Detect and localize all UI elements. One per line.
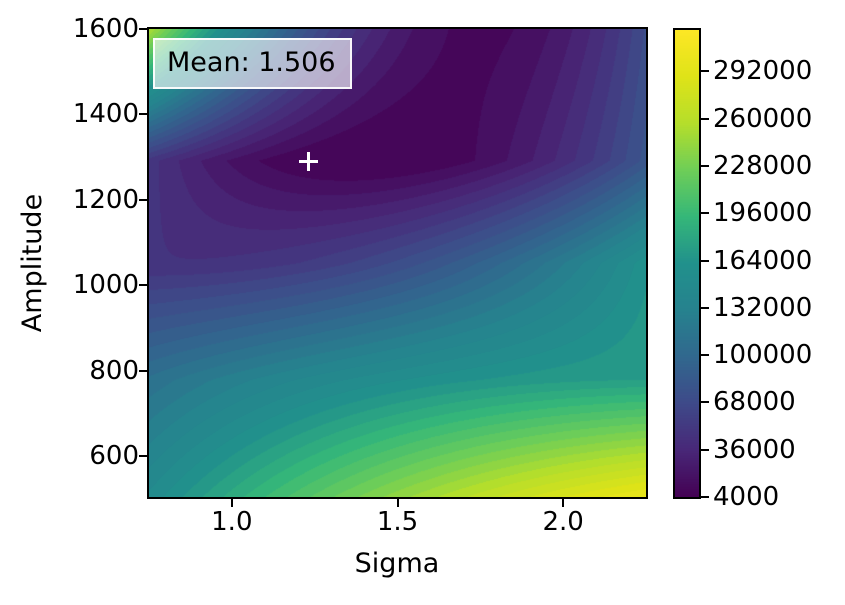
- colorbar-tick: [701, 401, 709, 404]
- colorbar-gradient: [675, 30, 699, 497]
- x-axis-tick-label: 1.0: [211, 507, 253, 537]
- y-axis-tick: [139, 284, 147, 287]
- x-axis-tick: [396, 499, 399, 507]
- y-axis-tick: [139, 369, 147, 372]
- colorbar-tick: [701, 70, 709, 73]
- x-axis-tick: [230, 499, 233, 507]
- colorbar-tick-label: 228000: [713, 150, 813, 181]
- colorbar-tick: [701, 306, 709, 309]
- colorbar-tick-label: 100000: [713, 340, 813, 371]
- colorbar-tick-label: 292000: [713, 56, 813, 87]
- x-axis-label: Sigma: [354, 548, 440, 579]
- colorbar-tick-label: 68000: [713, 387, 796, 418]
- y-axis-tick-label: 1600: [72, 14, 139, 44]
- colorbar-tick: [701, 259, 709, 262]
- colorbar-tick: [701, 448, 709, 451]
- colorbar-tick-label: 132000: [713, 292, 813, 323]
- colorbar-tick-label: 164000: [713, 245, 813, 276]
- annotation-box: Mean: 1.506: [153, 38, 352, 89]
- x-axis-tick: [562, 499, 565, 507]
- x-axis-tick-label: 1.5: [376, 507, 419, 537]
- y-axis-tick-label: 1200: [72, 184, 139, 215]
- colorbar-tick: [701, 354, 709, 357]
- colorbar-tick: [701, 212, 709, 215]
- annotation-text: Mean: 1.506: [167, 47, 336, 78]
- colorbar-tick-label: 260000: [713, 103, 813, 134]
- y-axis-tick-label: 600: [89, 441, 139, 472]
- y-axis-tick-label: 1400: [72, 99, 139, 130]
- colorbar-tick: [701, 496, 709, 498]
- colorbar-tick: [701, 164, 709, 167]
- colorbar-tick-label: 4000: [713, 482, 780, 512]
- colorbar-tick: [701, 117, 709, 120]
- y-axis-tick: [139, 28, 147, 30]
- y-axis-tick-label: 1000: [72, 270, 139, 301]
- y-axis-tick: [139, 455, 147, 458]
- best-fit-marker-icon: [298, 151, 318, 171]
- x-axis-tick-label: 2.0: [542, 507, 584, 537]
- y-axis-tick: [139, 113, 147, 116]
- colorbar-tick-label: 196000: [713, 198, 813, 229]
- y-axis-tick-label: 800: [89, 355, 139, 386]
- colorbar-tick-label: 36000: [713, 434, 796, 465]
- heatmap-surface: [149, 29, 646, 497]
- y-axis-tick: [139, 198, 147, 201]
